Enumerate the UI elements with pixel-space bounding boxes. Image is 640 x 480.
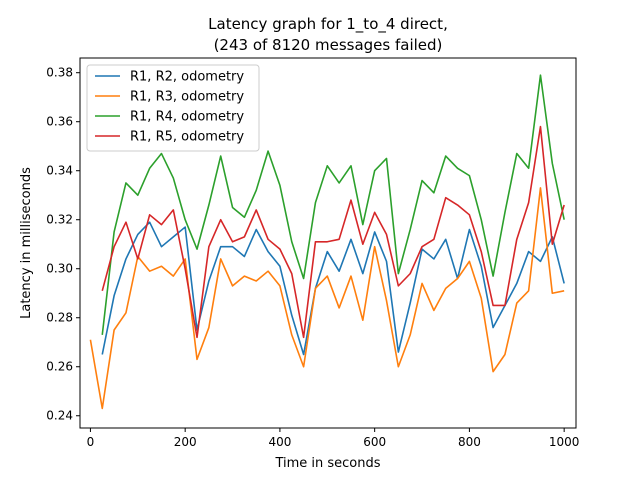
legend-label-4: R1, R5, odometry <box>130 130 244 145</box>
x-tick-label: 800 <box>458 435 481 449</box>
x-axis: 0 200 400 600 800 1000 <box>87 428 580 449</box>
legend-label-1: R1, R2, odometry <box>130 70 244 85</box>
y-tick-label: 0.38 <box>46 66 73 80</box>
y-tick-label: 0.36 <box>46 115 73 129</box>
chart-title: Latency graph for 1_to_4 direct, <box>208 15 448 34</box>
y-axis-label: Latency in milliseconds <box>19 167 34 319</box>
series-line-3 <box>101 74 565 335</box>
series-line-4 <box>101 125 565 339</box>
series-line-1 <box>101 221 565 356</box>
x-axis-label: Time in seconds <box>274 456 380 471</box>
y-tick-label: 0.26 <box>46 360 73 374</box>
y-tick-label: 0.28 <box>46 311 73 325</box>
x-tick-label: 200 <box>174 435 197 449</box>
series-line-2 <box>89 187 565 410</box>
legend: R1, R2, odometry R1, R3, odometry R1, R4, … <box>86 64 260 152</box>
x-tick-label: 1000 <box>549 435 580 449</box>
y-tick-label: 0.34 <box>46 164 73 178</box>
y-tick-label: 0.30 <box>46 262 73 276</box>
legend-label-2: R1, R3, odometry <box>130 90 244 105</box>
y-tick-label: 0.32 <box>46 213 73 227</box>
x-tick-label: 400 <box>268 435 291 449</box>
x-tick-label: 0 <box>87 435 95 449</box>
y-tick-label: 0.24 <box>46 409 73 423</box>
y-axis: 0.24 0.26 0.28 0.30 0.32 0.34 0.36 0.38 <box>46 66 80 423</box>
x-tick-label: 600 <box>363 435 386 449</box>
chart-subtitle: (243 of 8120 messages failed) <box>214 36 443 54</box>
plot-area <box>89 74 565 410</box>
legend-label-3: R1, R4, odometry <box>130 110 244 125</box>
legend-box <box>86 64 260 152</box>
axes-frame <box>79 57 577 429</box>
